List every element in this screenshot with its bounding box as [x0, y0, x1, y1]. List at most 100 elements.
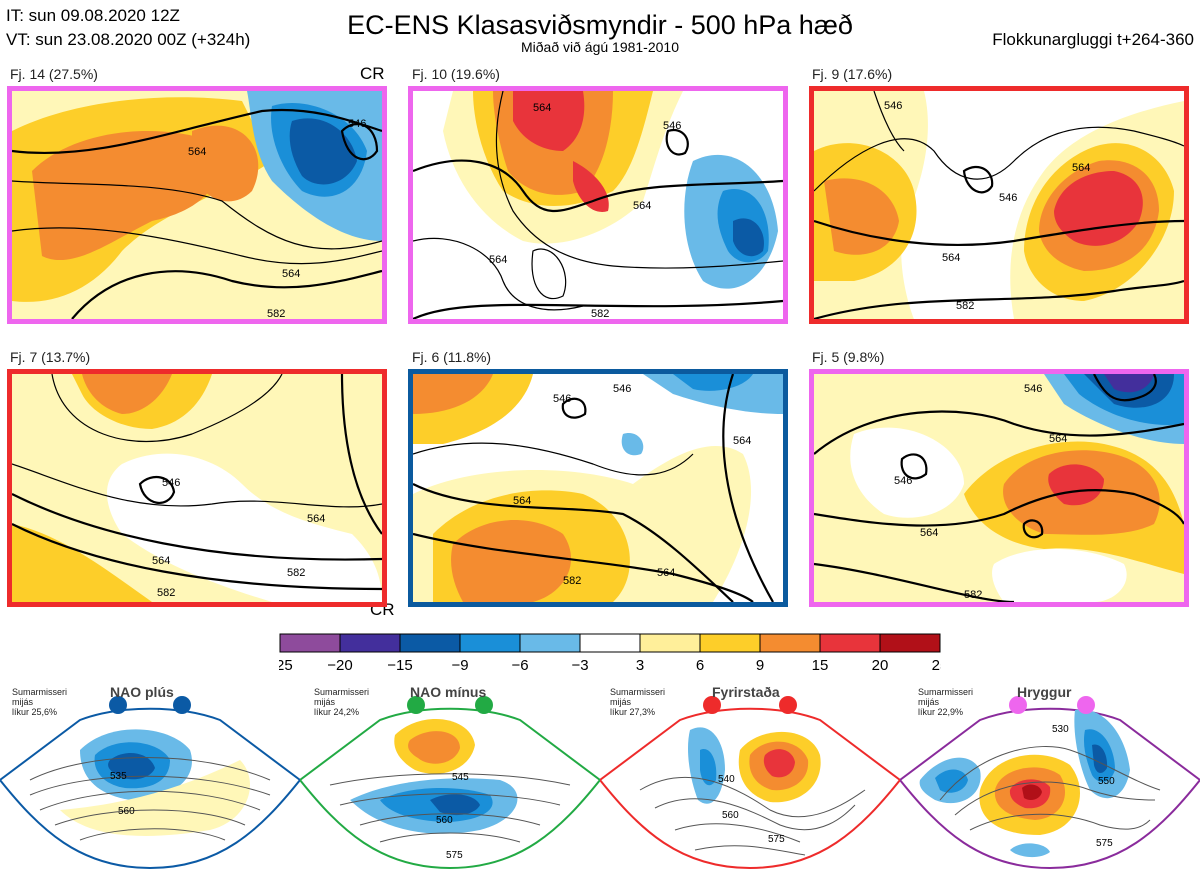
valid-time: VT: sun 23.08.2020 00Z (+324h)	[6, 30, 251, 49]
colorbar-cell	[519, 633, 581, 653]
regime-note: Sumarmisseri	[918, 687, 974, 697]
regime-map: 530 550 575	[900, 696, 1200, 870]
regime-title: Hryggur	[1017, 684, 1072, 700]
regime-note: Sumarmisseri	[610, 687, 666, 697]
colorbar-cell	[699, 633, 761, 653]
colorbar-cell	[759, 633, 821, 653]
colorbar-cell	[399, 633, 461, 653]
contour-label: 564	[657, 567, 675, 579]
panel-label-1: Fj. 14 (27.5%)	[10, 66, 98, 82]
regime-note: Sumarmisseri	[314, 687, 370, 697]
regime-title: Fyrirstaða	[712, 684, 780, 700]
chart-subtitle: Miðað við ágú 1981-2010	[520, 39, 679, 55]
contour-label: 575	[446, 850, 463, 861]
regime-marker	[475, 696, 493, 714]
contour-label: 546	[348, 118, 366, 130]
contour-label: 564	[920, 527, 938, 539]
colorbar-tick-label: −3	[571, 657, 588, 673]
regime-probability: líkur 24,2%	[314, 707, 360, 717]
contour-label: 530	[1052, 724, 1069, 735]
cluster-panel-14: 564 546 564 582	[7, 86, 387, 324]
contour-label: 560	[722, 810, 739, 821]
contour-label: 564	[282, 268, 300, 280]
regime-map: 535 560	[0, 696, 300, 870]
contour-label: 545	[452, 772, 469, 783]
regime-probability: líkur 22,9%	[918, 707, 964, 717]
anomaly-map: 564 546 564 582	[12, 91, 382, 319]
colorbar-tick-label: −25	[279, 657, 293, 673]
contour-label: 560	[118, 806, 135, 817]
panel-label-5: Fj. 6 (11.8%)	[412, 349, 492, 365]
contour-label: 564	[633, 200, 651, 212]
regime-marker	[779, 696, 797, 714]
anomaly-map: 546 564 546 564 582	[814, 91, 1184, 319]
regime-note: mijás	[610, 697, 632, 707]
regime-marker	[407, 696, 425, 714]
contour-label: 575	[768, 834, 785, 845]
colorbar-tick-label: −20	[327, 657, 352, 673]
regime-title: NAO mínus	[410, 684, 487, 700]
contour-label: 564	[942, 252, 960, 264]
colorbar-tick-label: 3	[636, 657, 644, 673]
colorbar-cell	[459, 633, 521, 653]
window-label: Flokkunargluggi t+264-360	[992, 30, 1194, 49]
regime-note: mijás	[12, 697, 34, 707]
contour-label: 546	[894, 475, 912, 487]
contour-label: 564	[489, 254, 507, 266]
regime-map: 540 560 575	[600, 696, 900, 870]
regime-note: Sumarmisseri	[12, 687, 68, 697]
colorbar-tick-label: 6	[696, 657, 704, 673]
contour-label: 546	[553, 393, 571, 405]
contour-label: 560	[436, 815, 453, 826]
contour-label: 540	[718, 774, 735, 785]
contour-label: 564	[307, 513, 325, 525]
regime-title: NAO plús	[110, 684, 174, 700]
regime-marker	[109, 696, 127, 714]
regime-marker	[1077, 696, 1095, 714]
colorbar-tick-label: 9	[756, 657, 764, 673]
contour-label: 582	[956, 300, 974, 312]
contour-label: 564	[152, 555, 170, 567]
panel-tag-1: CR	[360, 64, 385, 83]
anomaly-map: 546 564 546 564 582	[814, 374, 1184, 602]
contour-label: 582	[563, 575, 581, 587]
regime-marker	[173, 696, 191, 714]
regime-marker	[1009, 696, 1027, 714]
regime-nao-minus: 545 560 575 NAO mínus Sumarmisseri mijás…	[300, 684, 600, 870]
cluster-panel-10: 564 546 564 564 582	[408, 86, 788, 324]
contour-label: 582	[591, 308, 609, 319]
contour-label: 546	[663, 120, 681, 132]
regime-nao-plus: 535 560 NAO plús Sumarmisseri mijás líku…	[0, 684, 300, 870]
regime-blocking: 540 560 575 Fyrirstaða Sumarmisseri mijá…	[600, 684, 900, 870]
contour-label: 582	[157, 587, 175, 599]
regime-marker	[703, 696, 721, 714]
colorbar-cell	[279, 633, 341, 653]
panel-label-6: Fj. 5 (9.8%)	[812, 349, 885, 365]
contour-label: 546	[999, 192, 1017, 204]
panel-label-2: Fj. 10 (19.6%)	[412, 66, 500, 82]
contour-label: 582	[287, 567, 305, 579]
colorbar-cell	[819, 633, 881, 653]
panel-label-3: Fj. 9 (17.6%)	[812, 66, 893, 82]
contour-label: 564	[733, 435, 751, 447]
contour-label: 546	[613, 383, 631, 395]
cluster-panel-6: 546 546 564 564 582 564	[408, 369, 788, 607]
contour-label: 546	[1024, 383, 1042, 395]
contour-label: 582	[267, 308, 285, 319]
contour-label: 575	[1096, 838, 1113, 849]
contour-label: 564	[1072, 162, 1090, 174]
colorbar-tick-label: −9	[451, 657, 468, 673]
colorbar-cell	[879, 633, 941, 653]
cluster-panel-7: 546 564 564 582 582	[7, 369, 387, 607]
colorbar-tick-label: −15	[387, 657, 412, 673]
anomaly-map: 564 546 564 564 582	[413, 91, 783, 319]
contour-label: 564	[188, 146, 206, 158]
panel-label-4: Fj. 7 (13.7%)	[10, 349, 91, 365]
contour-label: 582	[964, 589, 982, 601]
contour-label: 546	[884, 100, 902, 112]
colorbar-cell	[579, 633, 641, 653]
cluster-panel-5: 546 564 546 564 582	[809, 369, 1189, 607]
regime-map: 545 560 575	[300, 696, 600, 870]
contour-label: 564	[513, 495, 531, 507]
